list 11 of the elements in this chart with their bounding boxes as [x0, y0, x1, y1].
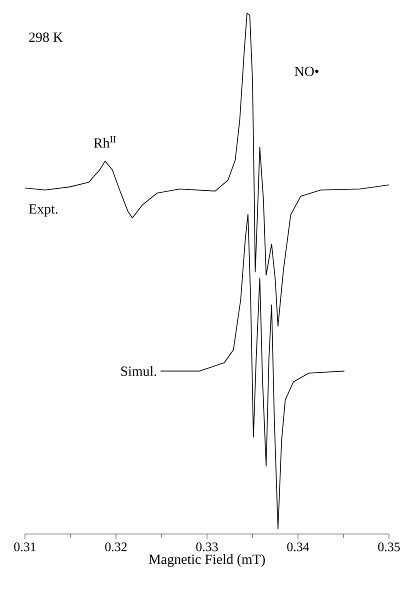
series-label: Expt.: [28, 204, 58, 216]
x-axis-title: Magnetic Field (mT): [148, 554, 265, 567]
series-label: Simul.: [121, 366, 156, 376]
annotation: Rh$^{II}$: [94, 136, 116, 148]
x-tick-label: 0.33: [196, 542, 218, 552]
x-tick-label: 0.34: [287, 542, 310, 552]
annotation: 298 K: [29, 32, 63, 42]
x-tick-label: 0.35: [378, 542, 400, 552]
x-tick-label: 0.32: [105, 542, 127, 552]
annotation: NO•: [294, 66, 318, 76]
x-tick-label: 0.31: [14, 542, 36, 552]
